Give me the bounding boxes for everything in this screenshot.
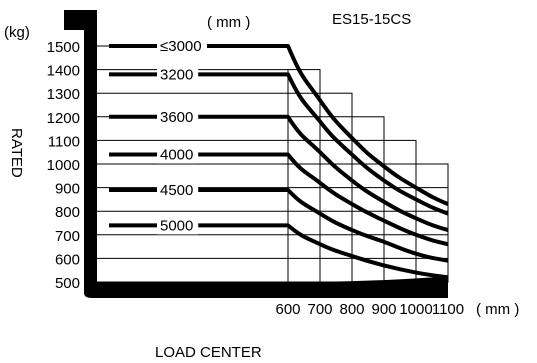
series-label-bg-3 [157, 145, 199, 164]
y-tick-label: 1300 [47, 86, 80, 103]
frame-vertical-bar [84, 10, 97, 293]
frame-wedge [288, 276, 448, 282]
series-label-1: 3200 [160, 66, 193, 83]
series-line-1 [109, 72, 449, 216]
y-tick-label: 600 [55, 251, 80, 268]
x-tick-label: 800 [339, 301, 364, 318]
y-tick-label: 1100 [48, 133, 80, 150]
y-tick-label: 900 [55, 181, 80, 198]
series-line-3 [109, 152, 449, 247]
series-label-0: ≤3000 [160, 38, 202, 55]
series-label-4: 4500 [160, 182, 193, 199]
x-unit-label: ( mm ) [476, 301, 519, 318]
series-label-2: 3600 [160, 109, 193, 126]
series-label-bg-2 [157, 107, 199, 126]
series-line-5 [109, 223, 449, 280]
x-axis-label: LOAD CENTER [155, 344, 262, 361]
y-tick-label: 700 [55, 228, 80, 245]
axis-frame [64, 10, 448, 298]
x-tick-label: 1100 [432, 301, 464, 318]
y-tick-label: 500 [55, 275, 80, 292]
series-unit-label: ( mm ) [207, 14, 250, 31]
series-label-bg-1 [157, 65, 199, 84]
x-tick-label: 1000 [399, 301, 432, 318]
y-axis-label: RATED [8, 128, 25, 178]
y-tick-label: 1200 [47, 110, 80, 127]
y-tick-label: 800 [55, 204, 80, 221]
series-line-4 [109, 187, 449, 263]
y-tick-label: 1400 [47, 63, 80, 80]
y-tick-label: 1000 [47, 157, 80, 174]
x-tick-label: 600 [275, 301, 300, 318]
series-line-2 [109, 114, 449, 232]
x-tick-label: 900 [371, 301, 396, 318]
x-tick-label: 700 [307, 301, 332, 318]
series-group: ≤3000 3200 3600 4000 4500 5000 [109, 37, 449, 280]
series-line-0 [109, 44, 449, 206]
series-label-bg-0 [157, 37, 207, 55]
y-tick-label: 1500 [47, 39, 80, 56]
y-unit-label: (kg) [4, 24, 30, 41]
series-label-bg-4 [157, 180, 199, 199]
chart-title: ES15-15CS [332, 11, 411, 28]
series-label-bg-5 [157, 216, 199, 235]
series-label-3: 4000 [160, 147, 193, 164]
frame-bottom-bar [84, 282, 448, 298]
series-label-5: 5000 [160, 217, 193, 234]
tick-labels: 1500140013001200110010009008007006005006… [47, 39, 465, 318]
frame-top-cap [64, 10, 84, 30]
